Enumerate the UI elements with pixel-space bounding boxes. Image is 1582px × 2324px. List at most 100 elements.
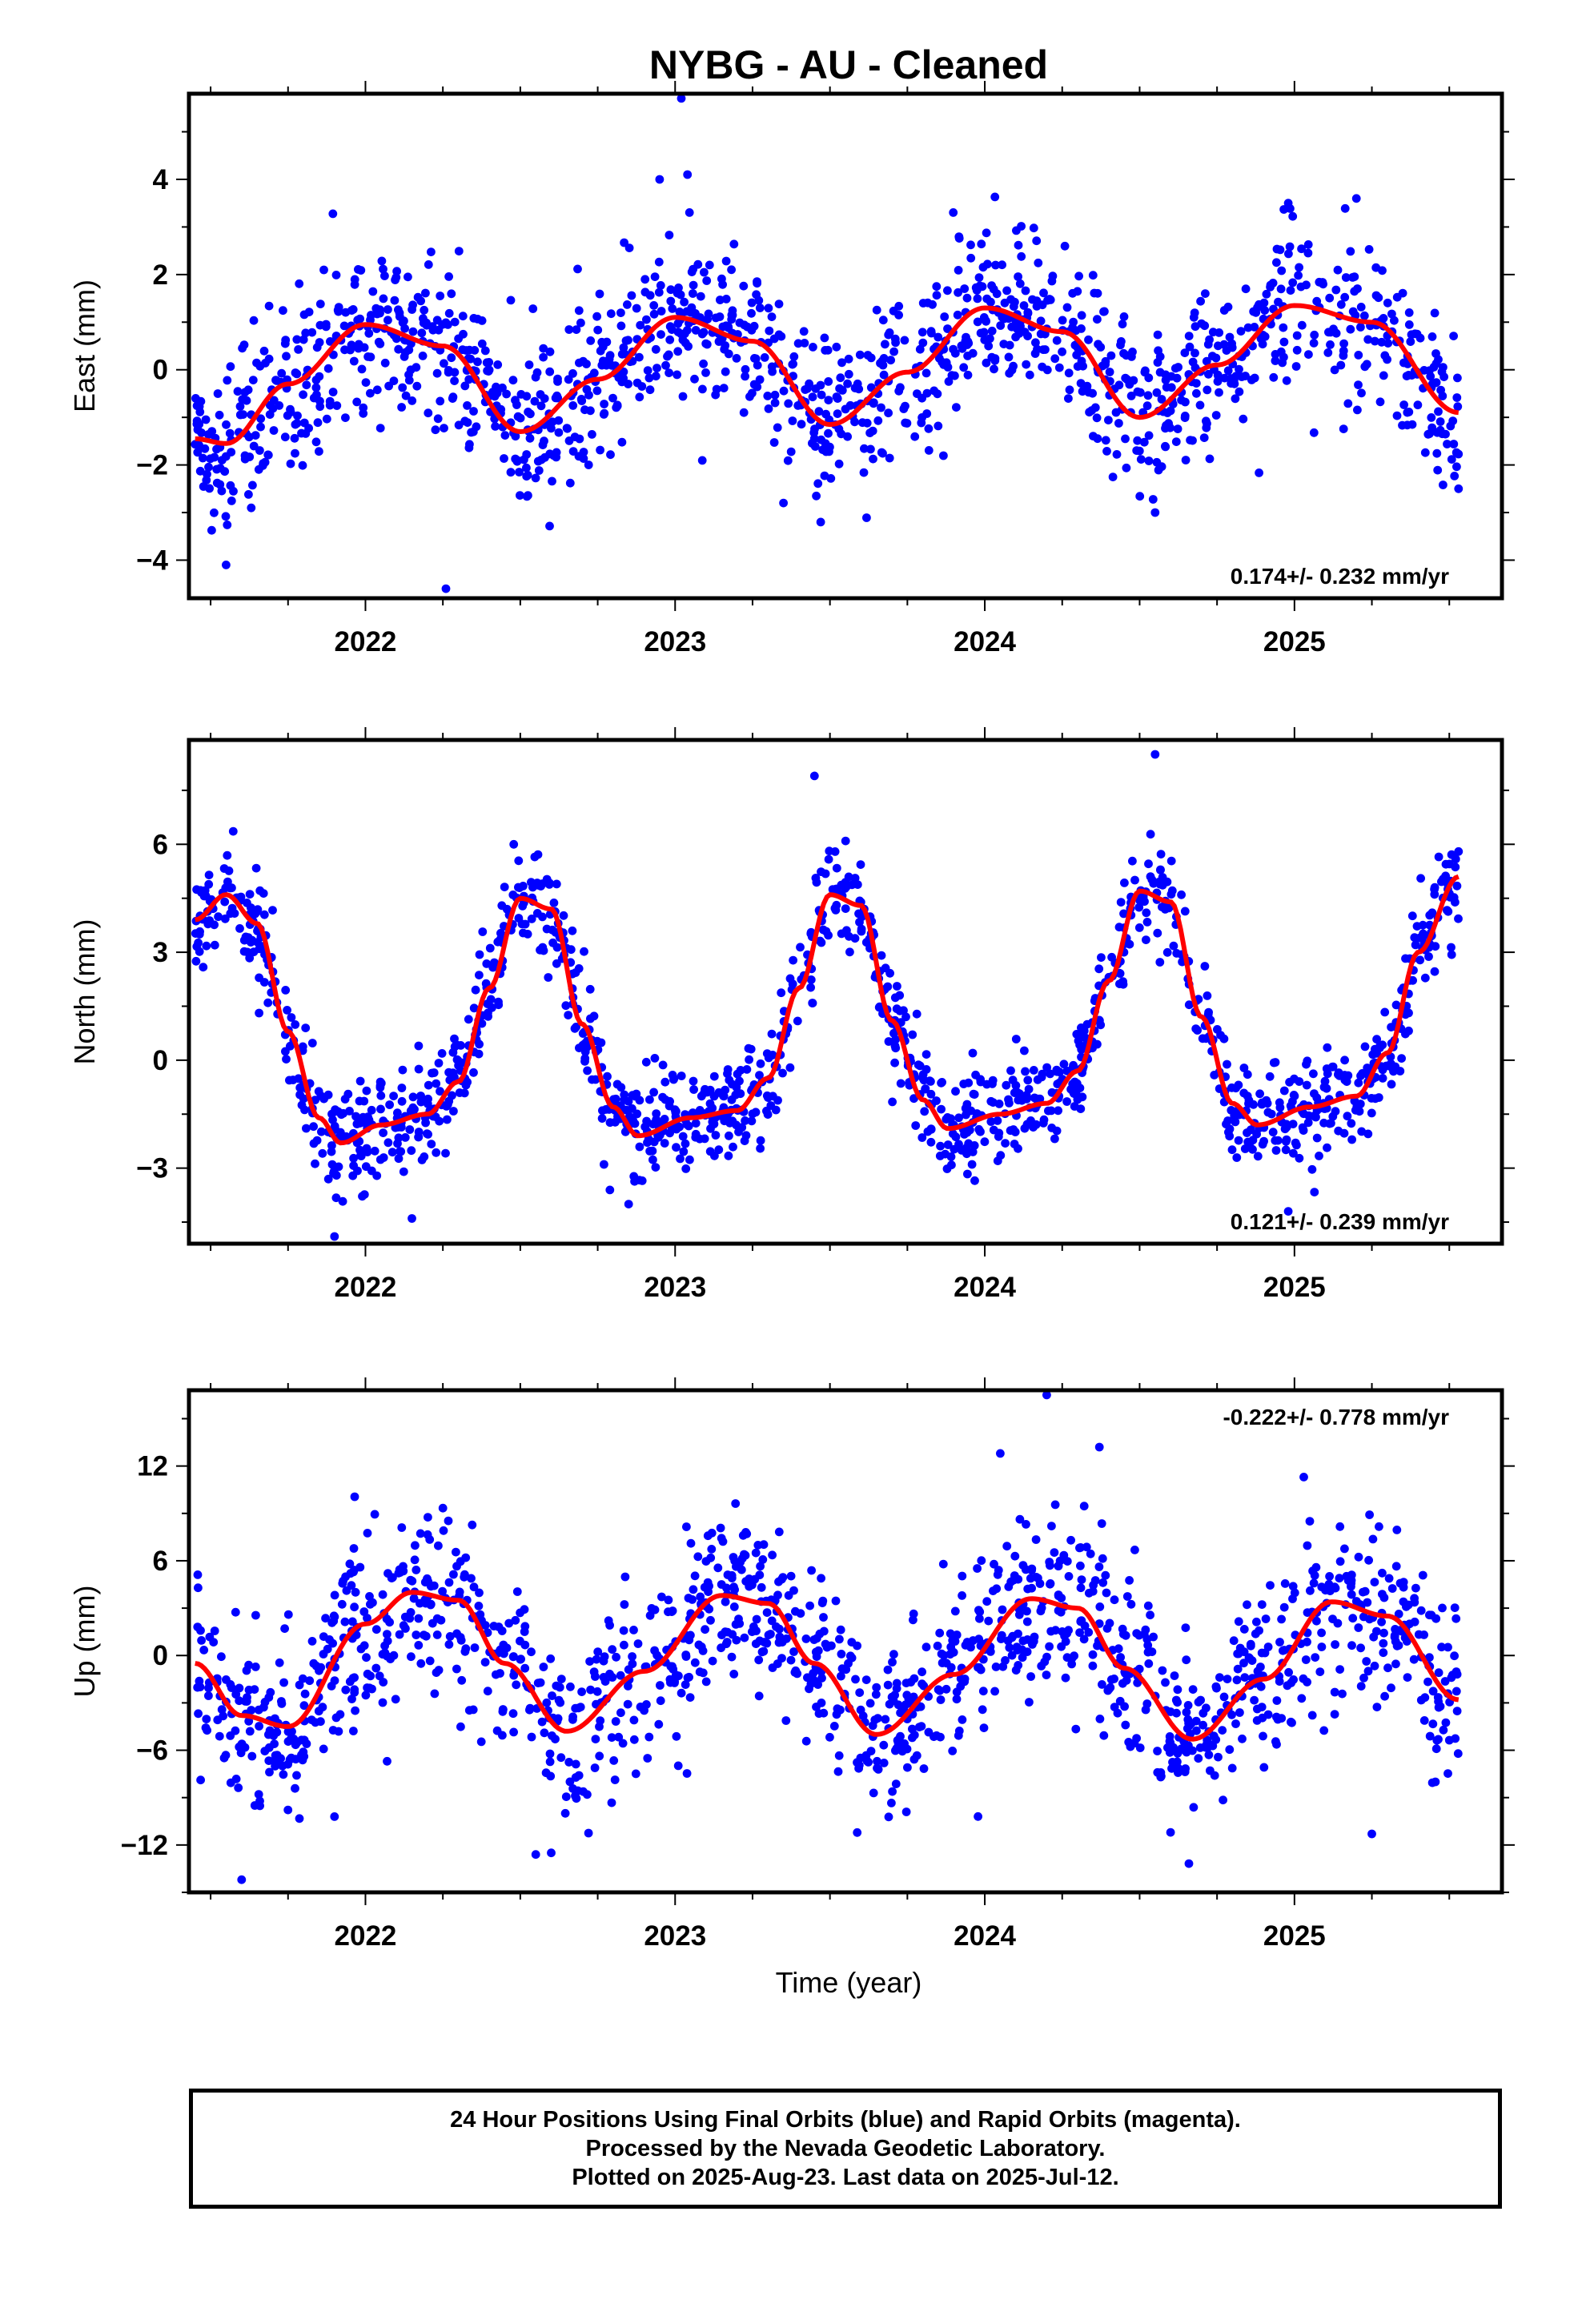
data-point <box>635 352 644 362</box>
data-point <box>1008 1076 1018 1085</box>
data-point <box>959 363 969 372</box>
data-point <box>304 308 314 316</box>
data-point <box>432 1630 442 1639</box>
data-point <box>1215 328 1224 337</box>
data-point <box>1239 1625 1249 1634</box>
data-point <box>1235 1708 1244 1717</box>
data-point <box>428 322 437 331</box>
data-point <box>511 432 520 441</box>
data-point <box>883 1680 893 1690</box>
data-point <box>729 1142 737 1152</box>
data-point <box>205 484 214 493</box>
data-point <box>1338 1689 1347 1699</box>
data-point <box>719 384 729 392</box>
data-point <box>734 1128 743 1136</box>
data-point <box>1034 258 1043 267</box>
data-point <box>416 1092 425 1100</box>
data-point <box>1158 1666 1167 1675</box>
data-point <box>704 1587 713 1596</box>
data-point <box>990 1559 998 1569</box>
data-point <box>785 1063 795 1072</box>
data-point <box>444 308 454 318</box>
data-point <box>470 1643 480 1652</box>
data-point <box>522 392 532 401</box>
data-point <box>302 1124 311 1133</box>
data-point <box>548 476 556 486</box>
data-point <box>710 1151 719 1160</box>
data-point <box>1239 1659 1248 1668</box>
data-point <box>756 1136 765 1145</box>
data-point <box>223 376 232 385</box>
data-point <box>884 1037 893 1046</box>
data-point <box>311 383 321 392</box>
data-point <box>825 447 833 456</box>
data-point <box>643 1754 652 1763</box>
data-point <box>277 1699 287 1708</box>
data-point <box>938 1559 948 1569</box>
data-point <box>1278 358 1287 368</box>
data-point <box>524 491 532 501</box>
data-point <box>962 1110 970 1120</box>
data-point <box>752 290 761 300</box>
data-point <box>747 308 756 318</box>
data-point <box>1078 1092 1087 1102</box>
data-point <box>283 411 292 420</box>
data-point <box>1196 296 1205 306</box>
data-point <box>812 1703 821 1711</box>
data-point <box>1411 1583 1420 1593</box>
data-point <box>643 1138 652 1148</box>
data-point <box>425 1656 435 1666</box>
data-point <box>206 454 215 464</box>
data-point <box>1055 1556 1065 1566</box>
data-point <box>1268 1128 1278 1137</box>
data-point <box>919 1681 929 1691</box>
data-point <box>1225 1132 1235 1141</box>
data-point <box>624 1200 633 1208</box>
data-point <box>1438 1603 1447 1613</box>
data-point <box>1084 1588 1094 1598</box>
data-point <box>432 368 442 378</box>
data-point <box>1335 1574 1344 1583</box>
data-point <box>1192 388 1201 398</box>
data-point <box>1166 856 1176 866</box>
data-point <box>1290 1074 1299 1084</box>
data-point <box>1312 1133 1322 1143</box>
data-point <box>1191 322 1200 332</box>
data-point <box>878 316 888 325</box>
data-point <box>902 419 912 428</box>
data-point <box>1303 1541 1312 1550</box>
y-tick-label: 2 <box>153 259 168 291</box>
data-point <box>491 422 500 431</box>
data-point <box>1153 928 1162 938</box>
data-point <box>545 1749 555 1759</box>
data-point <box>1085 408 1094 417</box>
data-point <box>1379 1628 1388 1638</box>
data-point <box>1122 1675 1131 1685</box>
data-point <box>1401 1029 1410 1039</box>
data-point <box>345 1559 355 1569</box>
data-point <box>677 94 686 103</box>
data-point <box>688 1595 697 1604</box>
data-point <box>265 1767 274 1777</box>
data-point <box>1148 495 1158 504</box>
data-point <box>556 1698 565 1707</box>
data-point <box>1454 846 1464 856</box>
data-point <box>629 1626 638 1634</box>
data-point <box>476 1737 486 1747</box>
data-point <box>684 342 693 351</box>
data-point <box>1150 750 1160 759</box>
data-point <box>608 1645 617 1655</box>
data-point <box>1144 456 1154 465</box>
data-point <box>609 1756 619 1765</box>
data-point <box>1258 1713 1267 1723</box>
data-point <box>1073 362 1082 371</box>
data-point <box>602 360 611 370</box>
y-tick-label: 6 <box>153 829 168 860</box>
data-point <box>1042 1390 1051 1400</box>
data-point <box>1173 424 1182 433</box>
y-tick-label: −2 <box>136 450 168 481</box>
data-point <box>817 435 825 444</box>
data-point <box>973 294 982 304</box>
data-point <box>1084 335 1093 344</box>
data-point <box>1435 417 1445 426</box>
